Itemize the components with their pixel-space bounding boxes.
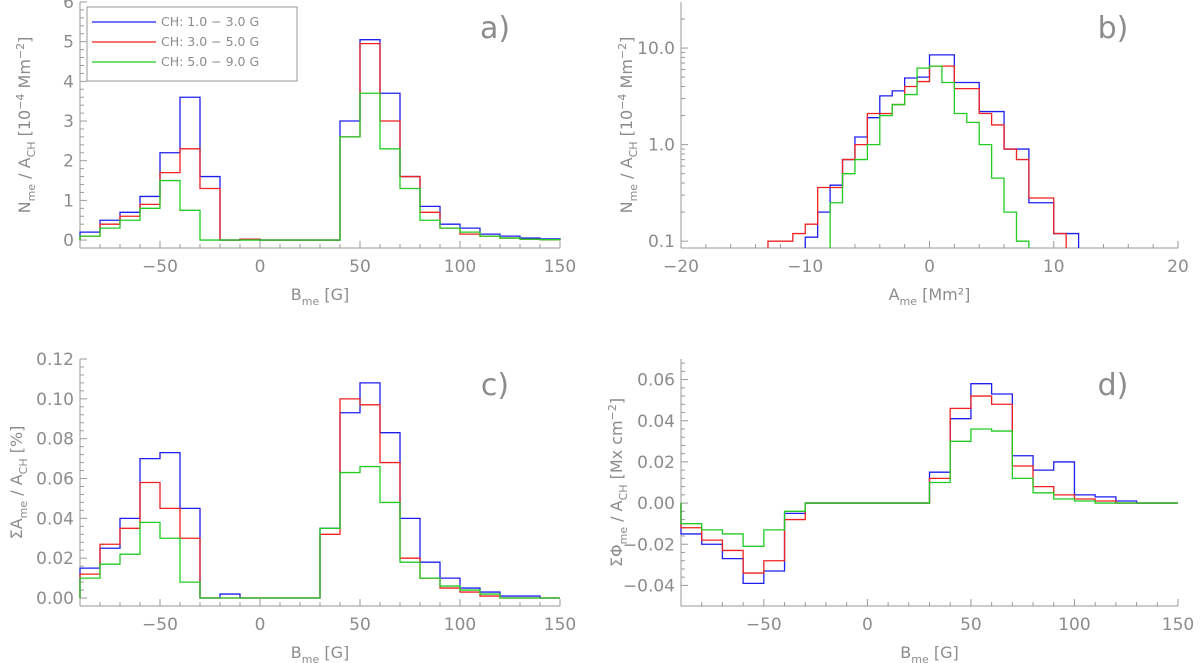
y-tick-label: 5 [63,33,74,53]
x-tick-label: 100 [444,615,476,635]
y-tick-label: 0.04 [637,412,675,432]
y-tick-label: 0.00 [36,589,74,609]
x-tick-label: 0 [924,257,935,277]
x-tick-label: −50 [142,257,178,277]
x-tick-label: 150 [544,615,576,635]
x-tick-label: −50 [746,615,782,635]
series-green-histogram [79,465,560,599]
x-axis-label: Bme [G] [291,643,349,663]
y-tick-label: 0.02 [637,453,675,473]
x-tick-label: 50 [349,615,371,635]
series-green-histogram [680,428,1178,547]
x-tick-label: 50 [960,615,982,635]
x-tick-label: 100 [444,257,476,277]
legend-entry: CH: 3.0 − 5.0 G [161,34,259,49]
panel-c: −50 0 50 100 150 0.00 0.02 0.04 0.06 0.08 0.10 0.12… [7,350,576,663]
y-tick-label: 0 [63,231,74,251]
x-tick-label: −10 [787,257,823,277]
series-green-histogram [829,65,1030,248]
y-tick-label: 0.02 [36,549,74,569]
panel-label: a) [480,11,510,46]
y-tick-label: 0.00 [637,494,675,514]
y-tick-label: 10.0 [637,39,675,59]
y-tick-label: 6 [63,0,74,13]
panel-a: −50 0 50 100 150 0 1 2 3 4 5 6 Bme [G] Nme / ACH [10−… [14,0,576,308]
x-tick-label: −50 [142,615,178,635]
x-tick-label: 10 [1043,257,1065,277]
y-tick-label: 2 [63,152,74,172]
y-tick-label: 1 [63,191,74,211]
series-green-histogram [79,92,561,241]
y-tick-label: 0.12 [36,350,74,370]
legend-entry: CH: 1.0 − 3.0 G [161,14,259,29]
legend: CH: 1.0 − 3.0 G CH: 3.0 − 5.0 G CH: 5.0 − … [86,6,298,82]
x-tick-label: 100 [1058,615,1090,635]
x-tick-label: 50 [349,257,371,277]
x-tick-label: 0 [862,615,873,635]
y-tick-label: 0.04 [36,509,74,529]
x-axis-label: Bme [G] [291,285,349,308]
y-tick-label: −0.04 [623,576,675,596]
series-red-histogram [79,398,560,599]
y-tick-label: 0.06 [637,371,675,391]
y-axis-label: ΣΦme / ACH [Mx cm−2] [606,398,630,567]
legend-entry: CH: 5.0 − 9.0 G [161,54,259,69]
y-axis-label: Nme / ACH [10−4 Mm−2] [616,37,640,214]
y-tick-label: 0.08 [36,430,74,450]
series-red-histogram [680,395,1178,574]
series-blue-histogram [804,54,1080,248]
y-tick-label: 0.1 [648,232,675,252]
panel-label: c) [481,368,509,403]
y-tick-label: 4 [63,72,74,92]
y-axis-label: Nme / ACH [10−4 Mm−2] [14,37,38,214]
x-axis-label: Bme [G] [900,643,958,663]
y-tick-label: 3 [63,112,74,132]
panel-label: d) [1098,368,1129,403]
y-tick-label: 0.10 [36,390,74,410]
panel-d: −50 0 50 100 150 −0.04 −0.02 0.00 0.02 0.04 0.06 Bm… [606,359,1194,663]
legend-box [86,6,298,82]
x-axis-label: Ame [Mm²] [889,285,971,308]
y-tick-label: 0.06 [36,470,74,490]
y-tick-label: 1.0 [648,136,675,156]
y-tick-label: −0.02 [623,535,675,555]
panel-b: −20 −10 0 10 20 0.1 1.0 10.0 Ame [Mm²] Nme / ACH … [616,2,1189,308]
x-tick-label: −20 [663,257,699,277]
x-tick-label: 20 [1167,257,1189,277]
x-tick-label: 0 [255,257,266,277]
y-axis-label: ΣAme / ACH [%] [7,426,30,540]
x-tick-label: 150 [1162,615,1194,635]
x-tick-label: 0 [255,615,266,635]
x-tick-label: 150 [544,257,576,277]
panel-label: b) [1098,11,1129,46]
